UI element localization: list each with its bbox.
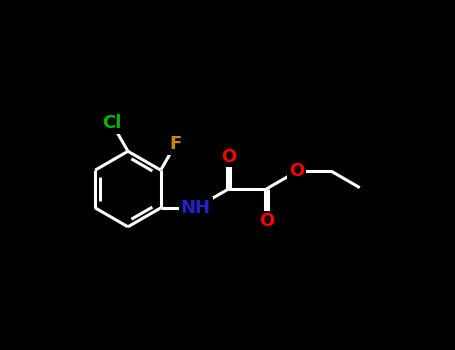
Text: O: O xyxy=(221,148,236,166)
Text: NH: NH xyxy=(181,199,211,217)
Text: F: F xyxy=(169,135,182,153)
Text: O: O xyxy=(289,162,304,181)
Text: O: O xyxy=(258,212,274,230)
Text: Cl: Cl xyxy=(102,114,121,132)
